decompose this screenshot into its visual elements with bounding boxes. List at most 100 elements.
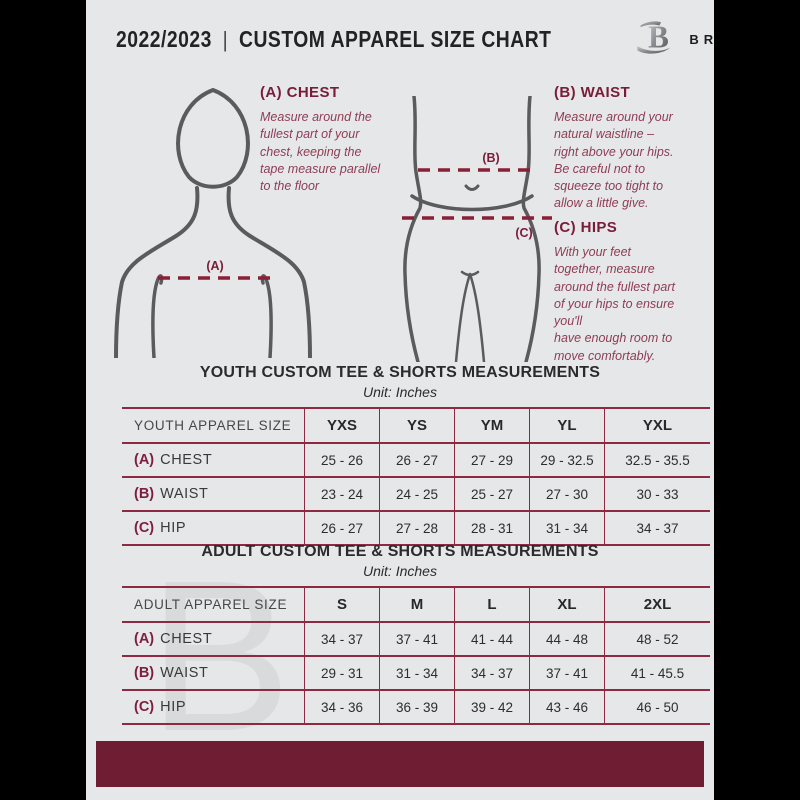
table-cell: 31 - 34 [379,657,454,689]
table-cell: 46 - 50 [604,691,710,723]
column-header: ADULT APPAREL SIZE [134,597,288,612]
table-cell: 29 - 31 [304,657,379,689]
table-cell: 23 - 24 [304,478,379,510]
table-cell: 25 - 26 [304,444,379,476]
table-cell: 41 - 44 [454,623,529,655]
table-cell: 27 - 30 [529,478,604,510]
breakaway-logo-icon: B [634,15,680,64]
row-name: CHEST [160,452,213,468]
table-header-row: YOUTH APPAREL SIZE YXS YS YM YL YXL [122,407,710,442]
table-row: (A) CHEST 34 - 37 37 - 41 41 - 44 44 - 4… [122,621,710,655]
season-label: 2022/2023 [116,25,212,52]
table-row: (B) WAIST 29 - 31 31 - 34 34 - 37 37 - 4… [122,655,710,689]
hips-body-text: With your feet together, measure around … [554,245,675,363]
youth-section-title: YOUTH CUSTOM TEE & SHORTS MEASUREMENTS [199,364,601,381]
svg-text:B: B [648,19,669,54]
column-header: YXL [604,409,710,442]
table-cell: 34 - 37 [604,512,710,544]
brand-group: B BREAKAWAY [634,15,714,64]
adult-section-title: ADULT CUSTOM TEE & SHORTS MEASUREMENTS [201,543,599,560]
brand-name: BREAKAWAY [689,31,714,47]
row-name: WAIST [160,486,209,502]
table-cell: 37 - 41 [529,657,604,689]
waist-heading: (B) WAIST [554,84,631,101]
row-label: (C) HIP [122,512,304,544]
size-chart-page: B 2022/2023 | CUSTOM APPAREL SIZE CHART [86,0,714,800]
table-cell: 32.5 - 35.5 [604,444,710,476]
table-cell: 25 - 27 [454,478,529,510]
table-cell: 26 - 27 [304,512,379,544]
column-header: S [304,588,379,621]
table-cell: 30 - 33 [604,478,710,510]
chest-body-text: Measure around the fullest part of your … [260,110,381,193]
column-header: XL [529,588,604,621]
table-row: (C) HIP 26 - 27 27 - 28 28 - 31 31 - 34 … [122,510,710,546]
row-label: (B) WAIST [122,478,304,510]
table-cell: 26 - 27 [379,444,454,476]
youth-size-table: YOUTH APPAREL SIZE YXS YS YM YL YXL (A) … [122,407,710,546]
row-label: (C) HIP [122,691,304,723]
row-label: (A) CHEST [122,444,304,476]
row-letter: (C) [134,699,155,715]
column-header: YS [379,409,454,442]
table-cell: 28 - 31 [454,512,529,544]
adult-size-table: ADULT APPAREL SIZE S M L XL 2XL (A) CHES… [122,586,710,725]
youth-unit-label: Unit: Inches [363,384,437,400]
adult-unit-label: Unit: Inches [363,563,437,579]
chest-marker-label: (A) [206,259,223,273]
table-cell: 34 - 36 [304,691,379,723]
row-letter: (C) [134,520,155,536]
upper-body-diagram: (A) [114,87,312,358]
page-title: 2022/2023 | CUSTOM APPAREL SIZE CHART [116,26,551,53]
row-letter: (A) [134,452,155,468]
waist-instructions: (B) WAIST Measure around your natural wa… [554,84,710,213]
table-cell: 39 - 42 [454,691,529,723]
table-cell: 37 - 41 [379,623,454,655]
row-letter: (A) [134,631,155,647]
column-header: M [379,588,454,621]
table-row: (B) WAIST 23 - 24 24 - 25 25 - 27 27 - 3… [122,476,710,510]
column-header: YXS [304,409,379,442]
row-label: (A) CHEST [122,623,304,655]
table-header-row: ADULT APPAREL SIZE S M L XL 2XL [122,586,710,621]
page-header: 2022/2023 | CUSTOM APPAREL SIZE CHART B [116,14,714,64]
hips-heading: (C) HIPS [554,219,618,236]
row-name: HIP [160,520,187,536]
lower-body-diagram: (B) (C) [402,96,552,362]
table-cell: 48 - 52 [604,623,710,655]
column-header: YM [454,409,529,442]
title-text: CUSTOM APPAREL SIZE CHART [239,25,552,52]
title-divider: | [222,26,229,52]
footer-accent-bar [96,741,704,787]
table-cell: 31 - 34 [529,512,604,544]
table-cell: 34 - 37 [304,623,379,655]
table-cell: 41 - 45.5 [604,657,710,689]
hips-marker-label: (C) [515,226,532,240]
table-cell: 27 - 28 [379,512,454,544]
waist-marker-label: (B) [482,151,499,165]
chest-instructions: (A) CHEST Measure around the fullest par… [260,84,430,195]
row-name: WAIST [160,665,209,681]
column-header: 2XL [604,588,710,621]
column-header: YL [529,409,604,442]
waist-body-text: Measure around your natural waistline – … [554,110,674,211]
row-label: (B) WAIST [122,657,304,689]
table-cell: 44 - 48 [529,623,604,655]
chest-heading: (A) CHEST [260,84,340,101]
row-name: CHEST [160,631,213,647]
table-cell: 36 - 39 [379,691,454,723]
table-row: (A) CHEST 25 - 26 26 - 27 27 - 29 29 - 3… [122,442,710,476]
row-letter: (B) [134,665,155,681]
column-header: YOUTH APPAREL SIZE [134,418,292,433]
table-cell: 43 - 46 [529,691,604,723]
table-cell: 27 - 29 [454,444,529,476]
table-row: (C) HIP 34 - 36 36 - 39 39 - 42 43 - 46 … [122,689,710,725]
table-cell: 34 - 37 [454,657,529,689]
hips-instructions: (C) HIPS With your feet together, measur… [554,219,714,365]
column-header: L [454,588,529,621]
table-cell: 24 - 25 [379,478,454,510]
table-cell: 29 - 32.5 [529,444,604,476]
row-letter: (B) [134,486,155,502]
row-name: HIP [160,699,187,715]
